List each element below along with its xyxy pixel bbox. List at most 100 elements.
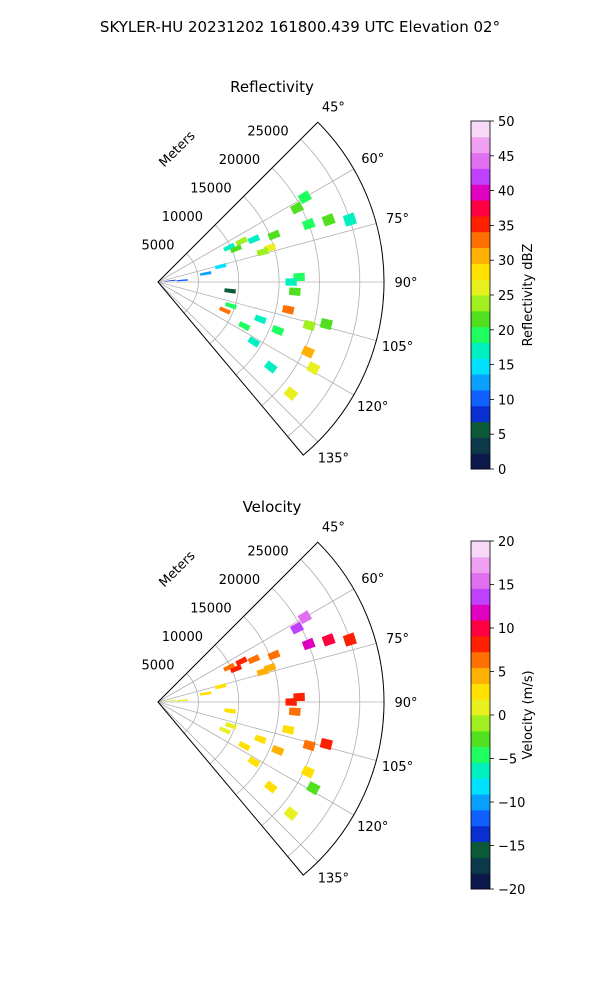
colorbar-label: Velocity (m/s) [521,670,536,759]
radar-cell [288,287,301,296]
colorbar-segment [471,604,490,621]
range-tick-label: 25000 [247,544,288,559]
colorbar-tick-label: 20 [498,535,515,550]
colorbar-segment [471,295,490,312]
radar-cell [247,756,261,768]
colorbar-tick-label: 45 [498,150,515,165]
radar-cell [281,725,295,735]
colorbar-label: Reflectivity dBZ [521,244,536,347]
colorbar-tick-label: −10 [498,796,525,811]
azimuth-tick-label: 105° [382,340,413,355]
radar-cell [342,212,357,227]
radar-cell [321,633,336,647]
radar-cell [238,741,251,752]
colorbar-segment [471,683,490,700]
colorbar-segment [471,588,490,605]
radar-cell [254,734,267,745]
colorbar-segment [471,421,490,438]
radar-cell [285,698,297,706]
colorbar-tick-label: 25 [498,289,515,304]
radar-cell [214,263,227,270]
radar-cell [342,632,357,647]
colorbar-segment [471,168,490,185]
radar-cell [300,345,316,359]
chart-title: Reflectivity [230,78,314,96]
radar-cell [281,305,295,315]
range-tick-label: 15000 [190,181,231,196]
radar-cell [305,781,321,796]
colorbar-segment [471,374,490,391]
colorbar-segment [471,152,490,169]
range-tick-label: 20000 [219,153,260,168]
colorbar-segment [471,572,490,589]
colorbar-segment [471,437,490,454]
range-ring [209,224,240,345]
radar-cell [235,656,248,666]
figure-title: SKYLER-HU 20231202 161800.439 UTC Elevat… [100,18,500,36]
colorbar-segment [471,762,490,779]
colorbar-segment [471,279,490,296]
radar-cell [247,234,261,245]
range-tick-label: 5000 [141,238,174,253]
radar-cell [247,336,261,348]
radar-cell [288,707,301,716]
radar-cell [302,739,316,752]
radar-cell [229,664,243,674]
range-axis-label: Meters [157,128,199,170]
colorbar-segment [471,825,490,843]
range-ring [209,644,240,765]
chart-title: Velocity [243,498,302,516]
radar-cell [263,780,278,794]
colorbar-segment [471,794,490,811]
range-ring [287,559,361,857]
radar-cell [176,279,188,282]
range-ring [183,253,199,314]
azimuth-tick-label: 45° [322,101,345,116]
azimuth-gridline [157,701,354,816]
radar-cell [176,699,188,702]
colorbar-segment [471,699,490,716]
azimuth-tick-label: 135° [318,871,349,886]
azimuth-tick-label: 105° [382,760,413,775]
azimuth-tick-label: 60° [361,572,384,587]
radar-cell [263,360,278,374]
radar-cell [164,279,176,282]
colorbar-tick-label: 15 [498,579,515,594]
colorbar-segment [471,809,490,827]
radar-cell [235,236,248,246]
radar-cell [267,229,281,241]
range-tick-label: 10000 [162,630,203,645]
colorbar-segment [471,746,490,763]
azimuth-tick-label: 90° [394,276,417,291]
radar-cell [218,306,231,315]
radar-cell [218,726,231,735]
colorbar-segment [471,857,490,874]
sector-outline [157,541,385,876]
radar-cell [283,386,299,401]
colorbar-tick-label: 50 [498,115,515,130]
range-ring [235,196,280,376]
colorbar-tick-label: 5 [498,666,506,681]
radar-cell [256,247,270,257]
colorbar-tick-label: 35 [498,219,515,234]
azimuth-tick-label: 75° [386,212,409,227]
radar-cell [319,318,334,331]
azimuth-tick-label: 120° [357,820,388,835]
colorbar-segment [471,200,490,217]
radar-cell [224,302,237,310]
colorbar-segment [471,342,490,359]
azimuth-gridline [157,281,354,396]
colorbar-segment [471,184,490,201]
range-ring [183,673,199,734]
colorbar-segment [471,873,490,890]
colorbar-segment [471,247,490,264]
radar-cell [297,610,313,625]
azimuth-tick-label: 135° [318,451,349,466]
azimuth-gridline [157,588,354,703]
radar-cell [214,683,227,690]
azimuth-tick-label: 45° [322,521,345,536]
radar-cell [285,278,297,286]
colorbar-segment [471,620,490,637]
sector-outline [157,121,385,456]
colorbar-segment [471,136,490,154]
